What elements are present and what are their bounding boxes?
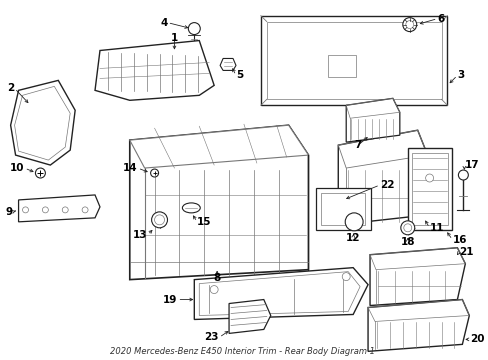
Wedge shape bbox=[353, 216, 360, 222]
Text: 7: 7 bbox=[354, 140, 361, 150]
Polygon shape bbox=[129, 125, 308, 168]
Polygon shape bbox=[19, 195, 100, 222]
Circle shape bbox=[154, 215, 164, 225]
Text: 4: 4 bbox=[160, 18, 167, 28]
Polygon shape bbox=[407, 148, 451, 230]
Text: 5: 5 bbox=[236, 71, 243, 80]
Text: 11: 11 bbox=[429, 223, 443, 233]
Wedge shape bbox=[346, 219, 353, 222]
Ellipse shape bbox=[182, 203, 200, 213]
Wedge shape bbox=[350, 215, 353, 222]
Circle shape bbox=[42, 207, 48, 213]
Circle shape bbox=[457, 170, 468, 180]
Text: 20: 20 bbox=[469, 334, 484, 345]
Text: 8: 8 bbox=[213, 273, 220, 283]
Bar bbox=[321, 193, 365, 225]
Text: 19: 19 bbox=[163, 294, 177, 305]
Text: 12: 12 bbox=[345, 233, 360, 243]
Polygon shape bbox=[346, 98, 399, 142]
Polygon shape bbox=[11, 80, 75, 165]
Circle shape bbox=[345, 213, 363, 231]
Circle shape bbox=[35, 168, 45, 178]
Circle shape bbox=[150, 169, 158, 177]
Circle shape bbox=[405, 21, 413, 28]
Circle shape bbox=[82, 207, 88, 213]
Polygon shape bbox=[95, 41, 214, 100]
Text: 18: 18 bbox=[400, 237, 414, 247]
Text: 23: 23 bbox=[204, 332, 219, 342]
Text: 15: 15 bbox=[197, 217, 211, 227]
Circle shape bbox=[402, 18, 416, 32]
Circle shape bbox=[188, 23, 200, 35]
Bar bbox=[316, 188, 370, 230]
Text: 13: 13 bbox=[133, 230, 147, 240]
Circle shape bbox=[22, 207, 28, 213]
Circle shape bbox=[400, 221, 414, 235]
Wedge shape bbox=[347, 222, 353, 228]
Text: 3: 3 bbox=[456, 71, 464, 80]
Polygon shape bbox=[129, 125, 308, 280]
Text: 22: 22 bbox=[379, 180, 394, 190]
Polygon shape bbox=[194, 268, 367, 319]
Circle shape bbox=[342, 273, 349, 280]
Text: 16: 16 bbox=[451, 235, 466, 245]
Bar bbox=[327, 55, 355, 77]
Text: 14: 14 bbox=[123, 163, 138, 173]
Text: 9: 9 bbox=[5, 207, 13, 217]
Polygon shape bbox=[369, 248, 465, 306]
Circle shape bbox=[151, 212, 167, 228]
Polygon shape bbox=[228, 300, 270, 333]
Wedge shape bbox=[353, 222, 360, 225]
Polygon shape bbox=[367, 300, 468, 351]
Text: 6: 6 bbox=[437, 14, 444, 24]
Text: 17: 17 bbox=[464, 160, 478, 170]
Circle shape bbox=[425, 174, 433, 182]
Text: 21: 21 bbox=[458, 247, 473, 257]
Text: 1: 1 bbox=[170, 32, 178, 42]
Polygon shape bbox=[338, 130, 427, 225]
Circle shape bbox=[403, 224, 411, 232]
Text: 2: 2 bbox=[7, 84, 15, 93]
Circle shape bbox=[210, 285, 218, 293]
Text: 10: 10 bbox=[10, 163, 24, 173]
Wedge shape bbox=[353, 222, 357, 229]
Circle shape bbox=[62, 207, 68, 213]
Text: 2020 Mercedes-Benz E450 Interior Trim - Rear Body Diagram 1: 2020 Mercedes-Benz E450 Interior Trim - … bbox=[110, 347, 375, 356]
